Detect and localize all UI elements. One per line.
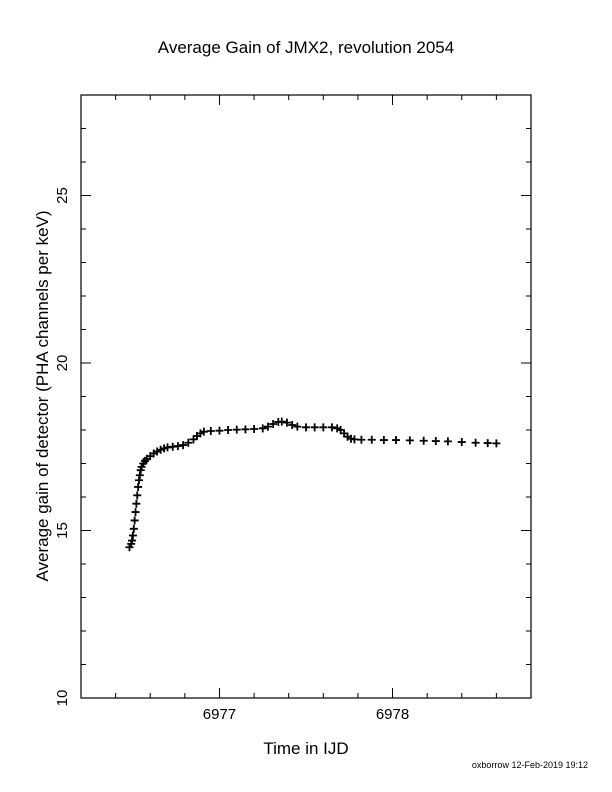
data-point [350,435,359,444]
data-point [129,524,138,533]
data-point [288,420,297,429]
x-axis: 6977 6978 [80,95,532,723]
data-point [405,436,414,445]
chart-title: Average Gain of JMX2, revolution 2054 [158,38,454,57]
x-tick-label: 6978 [376,706,409,723]
y-axis: 10 15 20 25 [54,94,531,707]
data-point [206,427,215,436]
data-point [184,438,193,447]
data-point [319,423,328,432]
data-point [357,435,366,444]
data-point [392,436,400,445]
data-point [131,508,140,517]
data-point [130,516,139,525]
data-point [215,426,224,435]
data-point [128,531,137,540]
data-point [258,424,267,433]
data-point [419,436,428,445]
data-point [134,482,143,491]
data-point [443,437,452,446]
data-point [431,437,440,446]
plot-frame [80,94,532,699]
data-point [269,419,278,428]
data-point [232,425,241,434]
data-point [310,423,319,432]
data-point [277,417,286,426]
x-tick-label: 6977 [203,706,236,723]
data-point [263,422,272,431]
data-point [250,424,259,433]
data-point [173,442,182,451]
data-point [483,439,492,448]
data-point [293,422,302,431]
data-series [125,417,501,552]
data-point [367,435,376,444]
y-tick-label: 10 [54,690,71,707]
data-point [224,426,233,434]
y-tick-label: 20 [54,355,71,372]
data-point [457,438,466,447]
data-point [379,436,388,445]
data-point [327,423,336,432]
data-point [132,499,141,508]
data-point [492,439,501,448]
data-point [133,491,142,500]
y-tick-label: 15 [54,522,71,539]
data-point [179,441,188,450]
data-point [471,438,480,447]
x-axis-label: Time in IJD [263,739,348,758]
y-tick-label: 25 [54,187,71,204]
footer-stamp: oxborrow 12-Feb-2019 19:12 [472,760,588,770]
data-point [199,427,208,436]
data-point [241,425,250,434]
y-axis-label: Average gain of detector (PHA channels p… [33,210,52,581]
data-point [302,423,310,432]
data-point [282,418,291,427]
